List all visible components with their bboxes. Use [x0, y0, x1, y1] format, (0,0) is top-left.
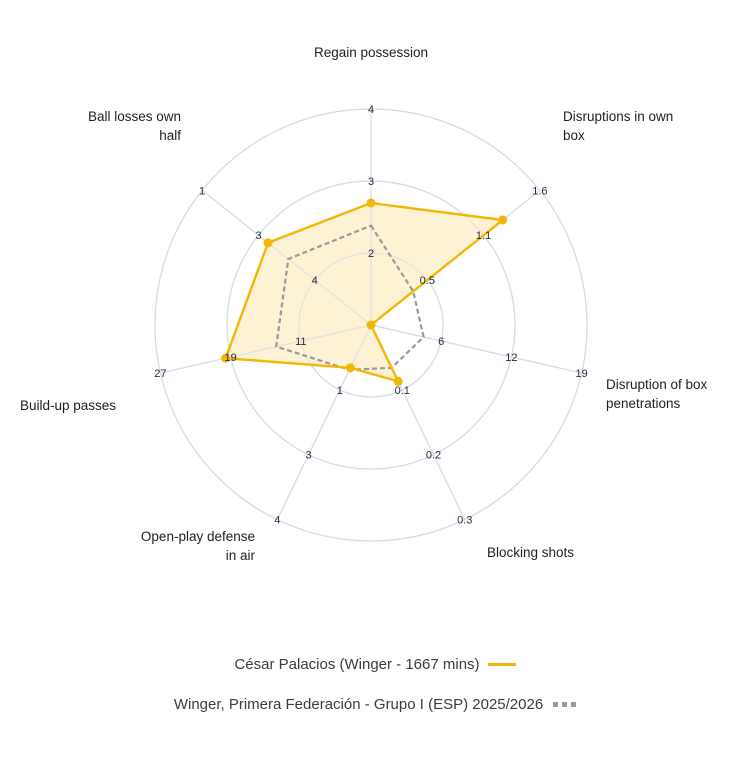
tick-label: 6 [438, 336, 444, 348]
axis-title: Build-up passes [20, 398, 116, 413]
axis-title: Ball losses own half [88, 109, 181, 143]
player-point[interactable] [263, 238, 273, 248]
axis-spoke [201, 189, 372, 326]
average-line [274, 224, 425, 371]
legend-label-player: César Palacios (Winger - 1667 mins) [234, 655, 480, 673]
dotted-line-swatch-icon [553, 701, 577, 707]
tick-label: 0.5 [420, 275, 435, 287]
radar-chart: 2 3 4 0.5 1.1 1.6 6 12 19 0.1 0.2 0.3 1 3 4 11 19 27 4 3 1 Re… [20, 45, 708, 563]
chart-legend: César Palacios (Winger - 1667 mins) Wing… [0, 652, 750, 716]
player-point[interactable] [366, 198, 376, 208]
axis-title: Blocking shots [487, 545, 574, 560]
tick-label: 1.1 [476, 230, 491, 242]
tick-label: 4 [312, 275, 318, 287]
solid-line-swatch-icon [487, 662, 516, 666]
tick-label: 0.3 [457, 515, 472, 527]
player-point[interactable] [393, 376, 403, 386]
tick-label: 19 [224, 352, 236, 364]
tick-label: 11 [295, 336, 306, 348]
tick-label: 2 [368, 248, 374, 260]
legend-label-average: Winger, Primera Federación - Grupo I (ES… [173, 695, 544, 713]
tick-label: 3 [255, 230, 261, 242]
legend-item-player[interactable]: César Palacios (Winger - 1667 mins) [0, 652, 750, 676]
axis-title: Regain possession [314, 45, 428, 60]
player-point[interactable] [221, 353, 231, 363]
player-point[interactable] [366, 320, 376, 330]
axis-spoke [160, 324, 372, 374]
tick-label: 27 [154, 368, 166, 380]
tick-label: 4 [368, 104, 374, 116]
tick-label: 3 [305, 450, 311, 462]
player-point[interactable] [345, 363, 355, 373]
tick-label: 0.1 [395, 385, 410, 397]
player-point[interactable] [498, 215, 508, 225]
tick-label: 0.2 [426, 450, 441, 462]
radar-svg: 2 3 4 0.5 1.1 1.6 6 12 19 0.1 0.2 0.3 1 3 4 11 19 27 4 3 1 Re… [20, 45, 708, 563]
tick-label: 12 [505, 352, 517, 364]
axis-spoke [276, 324, 372, 520]
tick-label: 3 [368, 176, 374, 188]
legend-item-average[interactable]: Winger, Primera Federación - Grupo I (ES… [0, 692, 750, 716]
axis-spoke [370, 324, 582, 374]
axis-title: Disruptions in own box [563, 109, 673, 143]
tick-label: 1 [337, 385, 343, 397]
tick-label: 19 [575, 368, 587, 380]
player-line [224, 201, 504, 383]
tick-label: 1.6 [532, 185, 547, 197]
tick-label: 4 [274, 515, 280, 527]
axis-title: Disruption of box penetrations [606, 377, 708, 411]
player-area [225, 203, 503, 382]
tick-label: 1 [199, 185, 205, 197]
axis-title: Open-play defense in air [141, 529, 256, 563]
